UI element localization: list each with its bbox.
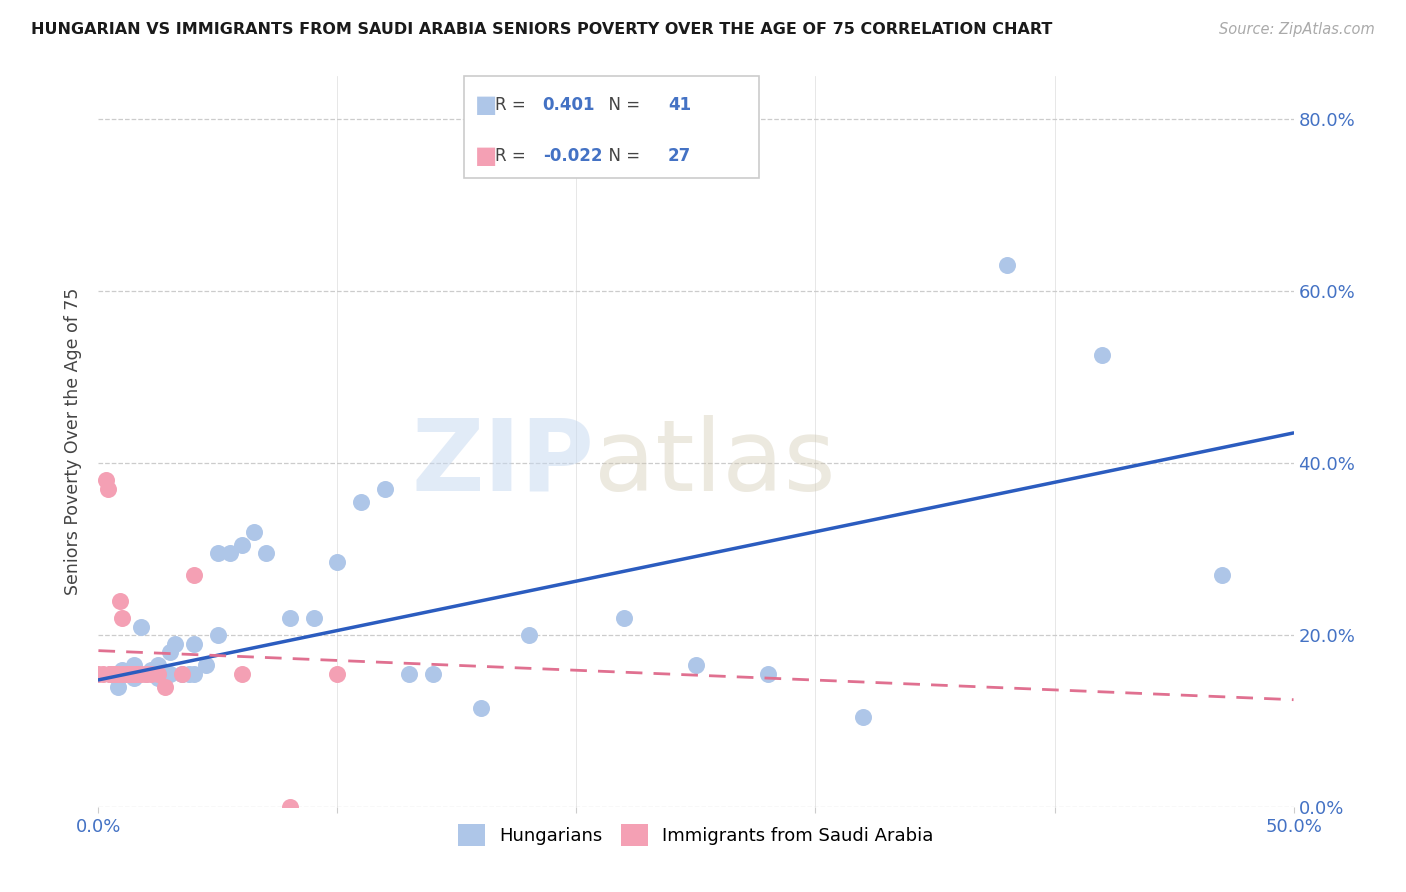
Point [398, 666, 420, 681]
Point [302, 611, 325, 625]
Point [183, 666, 205, 681]
Point [195, 658, 218, 673]
Point [139, 663, 162, 677]
Point [97, 482, 120, 496]
Point [121, 666, 143, 681]
Point [219, 546, 242, 560]
Point [115, 666, 138, 681]
Point [1211, 568, 1233, 582]
Point [231, 666, 253, 681]
Point [135, 666, 157, 681]
Point [118, 666, 141, 681]
Point [852, 710, 875, 724]
Point [159, 645, 181, 659]
Point [231, 538, 253, 552]
Point [422, 666, 444, 681]
Point [183, 637, 205, 651]
Point [131, 619, 153, 633]
Point [148, 658, 170, 673]
Point [172, 666, 194, 681]
Point [470, 701, 492, 715]
Text: 41: 41 [668, 95, 690, 113]
Text: HUNGARIAN VS IMMIGRANTS FROM SAUDI ARABIA SENIORS POVERTY OVER THE AGE OF 75 COR: HUNGARIAN VS IMMIGRANTS FROM SAUDI ARABI… [31, 22, 1052, 37]
Text: 0.401: 0.401 [543, 95, 595, 113]
Text: N =: N = [598, 147, 645, 165]
Point [104, 666, 127, 681]
Text: -0.022: -0.022 [543, 147, 602, 165]
Point [111, 663, 134, 677]
Y-axis label: Seniors Poverty Over the Age of 75: Seniors Poverty Over the Age of 75 [65, 288, 83, 595]
Point [115, 666, 138, 681]
Point [179, 666, 201, 681]
Point [163, 637, 186, 651]
Point [98, 666, 122, 681]
Point [124, 671, 146, 685]
Point [159, 666, 181, 681]
Point [125, 666, 148, 681]
Point [98, 666, 122, 681]
Point [207, 546, 229, 560]
Point [756, 666, 779, 681]
Point [124, 666, 146, 681]
Point [131, 666, 153, 681]
Point [326, 555, 349, 569]
Point [278, 800, 301, 814]
Text: Source: ZipAtlas.com: Source: ZipAtlas.com [1219, 22, 1375, 37]
Point [87, 666, 110, 681]
Text: atlas: atlas [595, 415, 837, 512]
Point [254, 546, 277, 560]
Point [148, 671, 170, 685]
Point [243, 524, 266, 539]
Point [350, 495, 373, 509]
Legend: Hungarians, Immigrants from Saudi Arabia: Hungarians, Immigrants from Saudi Arabia [451, 816, 941, 853]
Point [613, 611, 636, 625]
Point [111, 611, 134, 625]
Point [148, 666, 170, 681]
Text: R =: R = [495, 147, 531, 165]
Point [107, 680, 129, 694]
Point [139, 666, 162, 681]
Text: R =: R = [495, 95, 531, 113]
Point [995, 258, 1018, 272]
Text: ■: ■ [475, 144, 498, 168]
Point [124, 658, 146, 673]
Point [98, 666, 122, 681]
Point [172, 666, 194, 681]
Text: ■: ■ [475, 93, 498, 117]
Text: ZIP: ZIP [412, 415, 595, 512]
Point [517, 628, 540, 642]
Point [207, 628, 229, 642]
Point [91, 666, 114, 681]
Text: 27: 27 [668, 147, 692, 165]
Text: N =: N = [598, 95, 645, 113]
Point [155, 680, 177, 694]
Point [135, 666, 157, 681]
Point [685, 658, 707, 673]
Point [374, 482, 396, 496]
Point [94, 473, 117, 487]
Point [183, 568, 205, 582]
Point [108, 593, 131, 607]
Point [107, 666, 129, 681]
Point [278, 611, 301, 625]
Point [326, 666, 349, 681]
Point [101, 666, 124, 681]
Point [1091, 349, 1114, 363]
Point [111, 666, 134, 681]
